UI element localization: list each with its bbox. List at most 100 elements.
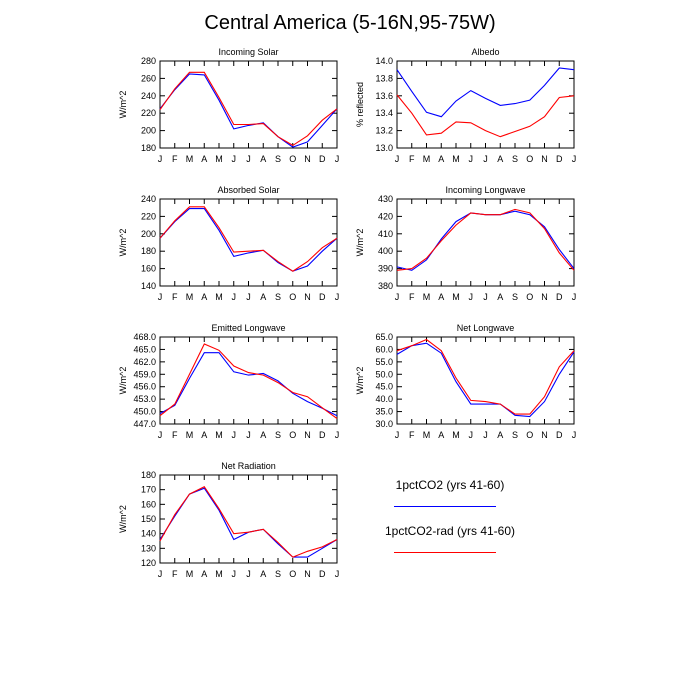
x-tick-label: M [452, 430, 460, 440]
y-tick-label: 14.0 [375, 56, 393, 66]
x-tick-label: D [319, 292, 326, 302]
y-tick-label: 65.0 [375, 332, 393, 342]
x-tick-label: D [556, 154, 563, 164]
x-tick-label: S [275, 292, 281, 302]
x-tick-label: A [438, 154, 444, 164]
x-tick-label: J [158, 430, 163, 440]
x-tick-label: F [409, 154, 415, 164]
y-tick-label: 120 [141, 558, 156, 568]
x-tick-label: N [304, 292, 311, 302]
x-tick-label: S [275, 430, 281, 440]
y-tick-label: 13.6 [375, 91, 393, 101]
x-tick-label: A [201, 569, 207, 579]
series-line-1pctco2-yrs-41-60 [396, 210, 575, 271]
y-tick-label: 13.8 [375, 73, 393, 83]
series-line-1pctco2-rad-yrs-41-60 [396, 94, 575, 138]
series-line-1pctco2-yrs-41-60 [159, 352, 338, 417]
x-tick-label: A [438, 292, 444, 302]
x-tick-label: J [158, 292, 163, 302]
legend-swatch-rad [394, 552, 496, 553]
y-tick-label: 13.2 [375, 126, 393, 136]
x-tick-label: M [452, 292, 460, 302]
x-tick-label: A [497, 292, 503, 302]
y-axis-label: % reflected [355, 82, 365, 127]
series-line-1pctco2-rad-yrs-41-60 [159, 206, 338, 272]
x-tick-label: M [423, 292, 431, 302]
x-tick-label: O [289, 154, 296, 164]
x-tick-label: F [172, 292, 178, 302]
series-line-1pctco2-rad-yrs-41-60 [396, 208, 575, 271]
x-tick-label: A [497, 154, 503, 164]
series-line-1pctco2-rad-yrs-41-60 [159, 485, 338, 558]
x-tick-label: M [186, 430, 194, 440]
y-tick-label: 456.0 [133, 382, 156, 392]
plot-frame [159, 60, 338, 149]
y-tick-label: 420 [378, 211, 393, 221]
x-tick-label: F [409, 430, 415, 440]
panel-title: Net Longwave [457, 323, 515, 333]
y-tick-label: 170 [141, 485, 156, 495]
x-tick-label: A [260, 154, 266, 164]
x-tick-label: M [452, 154, 460, 164]
y-tick-label: 430 [378, 194, 393, 204]
x-tick-label: M [215, 569, 223, 579]
x-tick-label: D [319, 569, 326, 579]
y-tick-label: 160 [141, 499, 156, 509]
x-tick-label: S [512, 292, 518, 302]
x-tick-label: A [201, 430, 207, 440]
x-tick-label: O [526, 430, 533, 440]
y-tick-label: 459.0 [133, 369, 156, 379]
x-tick-label: J [232, 430, 237, 440]
y-tick-label: 260 [141, 73, 156, 83]
x-tick-label: S [512, 430, 518, 440]
x-tick-label: J [483, 292, 488, 302]
y-tick-label: 390 [378, 264, 393, 274]
x-tick-label: J [469, 154, 474, 164]
y-axis-label: W/m^2 [118, 91, 128, 119]
plot-frame [396, 198, 575, 287]
x-tick-label: N [304, 569, 311, 579]
x-tick-label: J [483, 154, 488, 164]
legend-item-rad: 1pctCO2-rad (yrs 41-60) [370, 524, 530, 570]
plot-frame [396, 60, 575, 149]
x-tick-label: O [526, 154, 533, 164]
x-tick-label: A [260, 292, 266, 302]
x-tick-label: J [232, 569, 237, 579]
y-tick-label: 462.0 [133, 357, 156, 367]
y-tick-label: 50.0 [375, 369, 393, 379]
x-tick-label: J [158, 569, 163, 579]
x-tick-label: J [483, 430, 488, 440]
y-tick-label: 160 [141, 264, 156, 274]
y-tick-label: 180 [141, 143, 156, 153]
x-tick-label: J [395, 430, 400, 440]
x-tick-label: M [215, 292, 223, 302]
y-tick-label: 150 [141, 514, 156, 524]
legend-label-ctrl: 1pctCO2 (yrs 41-60) [395, 478, 505, 492]
x-tick-label: A [201, 154, 207, 164]
panel-title: Net Radiation [221, 461, 276, 471]
x-tick-label: M [186, 292, 194, 302]
series-line-1pctco2-rad-yrs-41-60 [159, 343, 338, 420]
y-tick-label: 55.0 [375, 357, 393, 367]
panel-title: Emitted Longwave [211, 323, 285, 333]
x-tick-label: S [512, 154, 518, 164]
legend-label-rad: 1pctCO2-rad (yrs 41-60) [384, 524, 516, 538]
y-tick-label: 13.4 [375, 108, 393, 118]
y-tick-label: 468.0 [133, 332, 156, 342]
figure-title: Central America (5-16N,95-75W) [204, 12, 496, 34]
y-tick-label: 30.0 [375, 419, 393, 429]
x-tick-label: A [201, 292, 207, 302]
x-tick-label: D [556, 430, 563, 440]
x-tick-label: J [158, 154, 163, 164]
x-tick-label: N [541, 154, 548, 164]
x-tick-label: J [246, 569, 251, 579]
x-tick-label: N [304, 430, 311, 440]
y-axis-label: W/m^2 [355, 229, 365, 257]
x-tick-label: O [526, 292, 533, 302]
x-tick-label: F [172, 154, 178, 164]
panel-net-longwave: Net Longwave W/m^2 30.0 35.0 40.0 45.0 50.0 55.… [355, 323, 576, 440]
panel-title: Incoming Solar [218, 47, 278, 57]
x-tick-label: A [497, 430, 503, 440]
y-axis-label: W/m^2 [118, 367, 128, 395]
